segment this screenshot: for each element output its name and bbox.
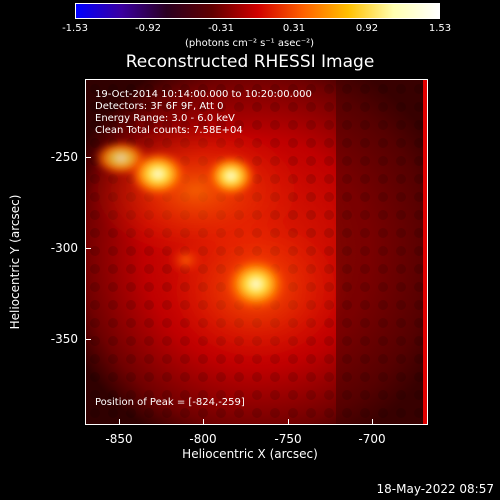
heatmap-glow	[168, 246, 204, 274]
x-tick-label: -750	[274, 432, 302, 446]
info-energy-range: Energy Range: 3.0 - 6.0 keV	[95, 113, 235, 124]
y-tick-label: -300	[50, 241, 78, 255]
peak-position-label: Position of Peak = [-824,-259]	[95, 397, 245, 408]
colorbar-tick: 0.31	[282, 23, 306, 34]
colorbar	[75, 3, 440, 19]
info-detectors: Detectors: 3F 6F 9F, Att 0	[95, 101, 224, 112]
source-blob	[205, 154, 257, 198]
rhessi-image: 19-Oct-2014 10:14:00.000 to 10:20:00.000…	[85, 79, 428, 425]
x-tick-label: -700	[358, 432, 386, 446]
colorbar-tick: -0.31	[208, 23, 234, 34]
source-blob	[224, 256, 288, 312]
x-tickmark	[288, 419, 289, 425]
x-tick-label: -800	[189, 432, 217, 446]
info-time-range: 19-Oct-2014 10:14:00.000 to 10:20:00.000	[95, 89, 312, 100]
y-tickmark	[85, 339, 91, 340]
colorbar-tick: -0.92	[135, 23, 161, 34]
colorbar-unit-label: (photons cm⁻² s⁻¹ asec⁻²)	[185, 38, 315, 49]
colorbar-tick: -1.53	[62, 23, 88, 34]
y-tickmark	[85, 248, 91, 249]
timestamp: 18-May-2022 08:57	[376, 482, 494, 496]
heatmap-edge	[423, 80, 427, 424]
colorbar-tick: 1.53	[428, 23, 452, 34]
y-tick-label: -350	[50, 332, 78, 346]
x-tickmark	[119, 419, 120, 425]
info-clean-counts: Clean Total counts: 7.58E+04	[95, 125, 243, 136]
x-tickmark	[203, 419, 204, 425]
x-axis-label: Heliocentric X (arcsec)	[182, 447, 318, 461]
x-tick-label: -850	[105, 432, 133, 446]
y-tick-label: -250	[50, 150, 78, 164]
heatmap-svg	[86, 80, 427, 424]
plot-title: Reconstructed RHESSI Image	[125, 52, 375, 72]
source-blob-peak	[128, 150, 188, 198]
x-tickmark	[372, 419, 373, 425]
colorbar-tick: 0.92	[355, 23, 379, 34]
y-tickmark	[85, 157, 91, 158]
y-axis-label: Heliocentric Y (arcsec)	[8, 194, 22, 330]
